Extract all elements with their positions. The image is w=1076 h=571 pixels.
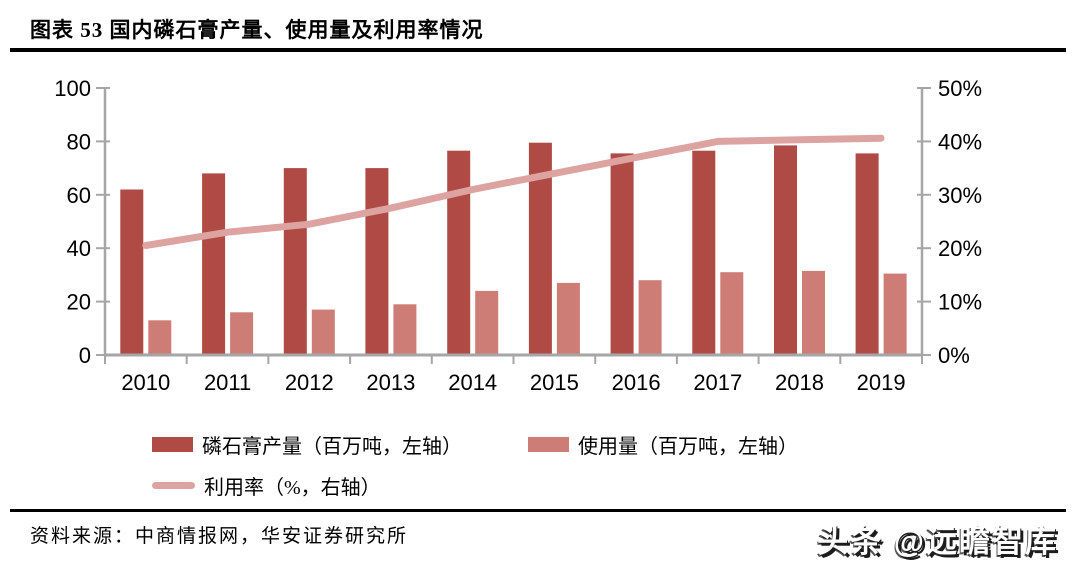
figure-title: 图表 53 国内磷石膏产量、使用量及利用率情况 bbox=[30, 18, 484, 42]
left-axis-label: 0 bbox=[79, 343, 91, 368]
x-axis-label: 2017 bbox=[693, 370, 742, 395]
x-axis-label: 2015 bbox=[530, 370, 579, 395]
legend-label-usage: 使用量（百万吨，左轴） bbox=[578, 436, 798, 458]
bar-usage bbox=[802, 270, 825, 355]
legend-item-production: 磷石膏产量（百万吨，左轴） bbox=[152, 430, 462, 459]
legend: 磷石膏产量（百万吨，左轴） 使用量（百万吨，左轴） 利用率（%，右轴） bbox=[152, 430, 952, 500]
bar-production bbox=[202, 173, 226, 355]
utilization-line bbox=[142, 134, 885, 249]
right-axis-label: 0% bbox=[938, 343, 970, 368]
right-axis-label: 30% bbox=[938, 183, 982, 208]
bar-production bbox=[447, 150, 471, 355]
legend-item-utilization: 利用率（%，右轴） bbox=[152, 471, 381, 500]
x-axis-label: 2016 bbox=[612, 370, 661, 395]
left-axis-label: 20 bbox=[67, 290, 91, 315]
title-divider bbox=[10, 48, 1066, 52]
bar-usage bbox=[311, 309, 335, 355]
x-axis-label: 2019 bbox=[857, 370, 906, 395]
left-axis-label: 40 bbox=[67, 236, 91, 261]
chart-canvas: 0 20 40 60 80 100 0% 10% 20% 30% 40% 50% 2010 2011 201… bbox=[54, 76, 982, 395]
bar-usage bbox=[148, 320, 172, 355]
combo-chart: 0 20 40 60 80 100 0% 10% 20% 30% 40% 50% 2010 2011 201… bbox=[0, 60, 1076, 405]
bar-usage bbox=[393, 304, 417, 355]
bar-production bbox=[283, 168, 307, 355]
x-axis-label: 2014 bbox=[448, 370, 497, 395]
watermark: 头条 @远瞻智库 bbox=[817, 524, 1058, 559]
bar-usage bbox=[638, 280, 662, 355]
left-axis-label: 80 bbox=[67, 129, 91, 154]
legend-item-usage: 使用量（百万吨，左轴） bbox=[528, 430, 798, 459]
right-axis-label: 40% bbox=[938, 129, 982, 154]
bar-production bbox=[610, 153, 634, 355]
bar-usage bbox=[883, 273, 907, 355]
bar-usage bbox=[475, 290, 499, 355]
bar-production bbox=[692, 150, 716, 355]
bar-production bbox=[365, 168, 389, 355]
x-axis-label: 2013 bbox=[366, 370, 415, 395]
bar-usage bbox=[720, 272, 744, 355]
x-axis-label: 2011 bbox=[204, 370, 251, 395]
footer-divider bbox=[10, 509, 1066, 512]
bar-production bbox=[774, 145, 797, 355]
right-axis-label: 50% bbox=[938, 76, 982, 101]
left-axis-label: 60 bbox=[67, 183, 91, 208]
bar-production bbox=[528, 142, 552, 355]
legend-label-utilization: 利用率（%，右轴） bbox=[204, 477, 381, 499]
left-axis-label: 100 bbox=[54, 76, 91, 101]
bar-production bbox=[120, 189, 144, 355]
x-axis-label: 2018 bbox=[775, 370, 824, 395]
bar-usage bbox=[556, 282, 580, 355]
right-axis-label: 10% bbox=[938, 290, 982, 315]
bar-production bbox=[855, 153, 879, 355]
legend-label-production: 磷石膏产量（百万吨，左轴） bbox=[202, 436, 462, 458]
usage-swatch bbox=[528, 437, 569, 452]
right-axis-label: 20% bbox=[938, 236, 982, 261]
production-swatch bbox=[152, 437, 193, 452]
utilization-swatch bbox=[152, 482, 195, 489]
x-axis-label: 2010 bbox=[121, 370, 170, 395]
bar-usage bbox=[230, 312, 254, 355]
data-source: 资料来源：中商情报网，华安证券研究所 bbox=[30, 526, 409, 547]
x-axis-label: 2012 bbox=[285, 370, 334, 395]
